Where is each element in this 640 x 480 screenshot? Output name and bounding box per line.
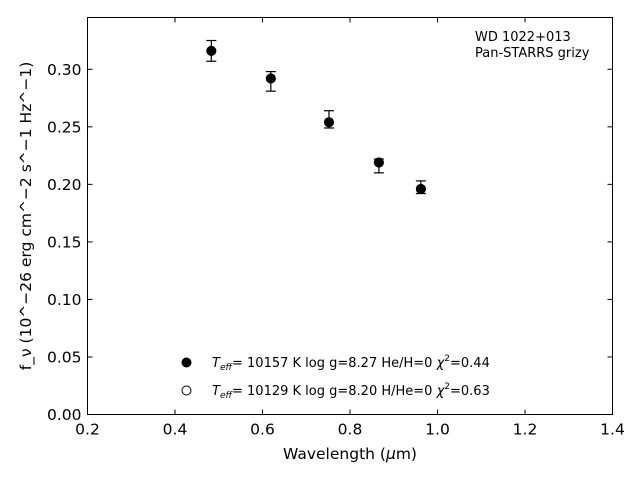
open-series-points: [206, 45, 426, 194]
filled-data-point: [415, 183, 426, 194]
x-tick-label: 0.4: [163, 421, 188, 439]
filled-data-point: [206, 45, 217, 56]
annotation-line-2: Pan-STARRS grizy: [475, 46, 590, 61]
legend-marker-open: [181, 385, 192, 396]
y-tick-label: 0.20: [47, 176, 82, 194]
legend-label-2: Teff= 10129 K log g=8.20 H/He=0 χ2=0.63: [212, 382, 490, 401]
y-axis-label: f_ν (10^−26 erg cm^−2 s^−1 Hz^−1): [17, 62, 36, 371]
x-tick-label: 1.4: [600, 421, 625, 439]
y-tick-label: 0.25: [47, 118, 82, 136]
legend: Teff= 10157 K log g=8.27 He/H=0 χ2=0.44 …: [181, 354, 490, 401]
y-tick-label: 0.15: [47, 233, 82, 251]
y-tick-label: 0.10: [47, 291, 82, 309]
plot-frame: [87, 17, 613, 415]
x-tick-label: 0.6: [250, 421, 275, 439]
filled-data-point: [265, 73, 276, 84]
x-axis-ticks: 0.2 0.4 0.6 0.8 1.0 1.2 1.4: [75, 17, 625, 439]
y-tick-label: 0.05: [47, 348, 82, 366]
x-tick-label: 1.2: [513, 421, 538, 439]
y-axis-ticks: 0.00 0.05 0.10 0.15 0.20 0.25 0.30: [47, 61, 613, 424]
filled-data-point: [373, 157, 384, 168]
x-tick-label: 0.8: [338, 421, 363, 439]
x-axis-label: Wavelength (μm): [283, 445, 417, 463]
x-tick-label: 1.0: [425, 421, 450, 439]
y-tick-label: 0.00: [47, 406, 82, 424]
filled-series-points: [206, 45, 426, 194]
legend-marker-filled: [181, 357, 192, 368]
legend-label-1: Teff= 10157 K log g=8.27 He/H=0 χ2=0.44: [212, 354, 490, 373]
annotation-line-1: WD 1022+013: [475, 30, 571, 45]
x-tick-label: 0.2: [75, 421, 100, 439]
filled-data-point: [324, 117, 334, 128]
y-tick-label: 0.30: [47, 61, 82, 79]
error-bars: [206, 39, 426, 195]
